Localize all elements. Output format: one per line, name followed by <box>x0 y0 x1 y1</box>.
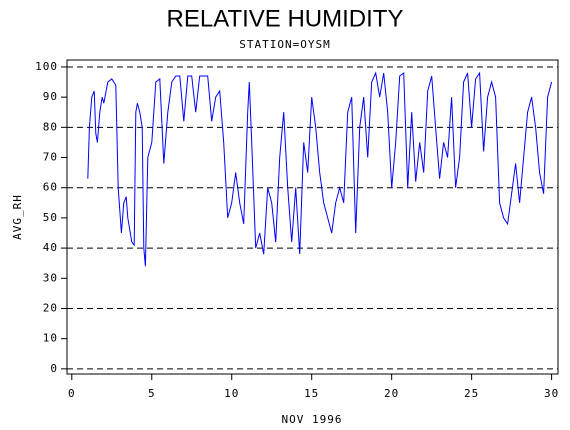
plot-frame <box>66 59 559 375</box>
y-tick-label: 60 <box>43 181 58 194</box>
data-line <box>87 71 553 267</box>
y-tick-label: 100 <box>35 60 58 73</box>
y-tick-label: 40 <box>43 241 58 254</box>
x-axis-label: NOV 1996 <box>282 413 343 426</box>
y-tick-label: 70 <box>43 151 58 164</box>
x-tick-label: 0 <box>68 387 76 400</box>
x-tick-label: 5 <box>148 387 156 400</box>
y-tick-label: 30 <box>43 271 58 284</box>
x-tick-label: 10 <box>224 387 239 400</box>
chart-title: RELATIVE HUMIDITY <box>167 5 404 32</box>
y-axis-label: AVG_RH <box>11 194 24 240</box>
y-tick-label: 10 <box>43 332 58 345</box>
chart-subtitle: STATION=OYSM <box>239 38 330 51</box>
y-tick-label: 0 <box>50 362 58 375</box>
y-tick-label: 90 <box>43 90 58 103</box>
x-tick-label: 25 <box>464 387 479 400</box>
x-tick-label: 20 <box>384 387 399 400</box>
x-tick-label: 30 <box>544 387 559 400</box>
y-tick-label: 20 <box>43 301 58 314</box>
y-tick-label: 80 <box>43 120 58 133</box>
y-tick-label: 50 <box>43 211 58 224</box>
x-tick-label: 15 <box>304 387 319 400</box>
